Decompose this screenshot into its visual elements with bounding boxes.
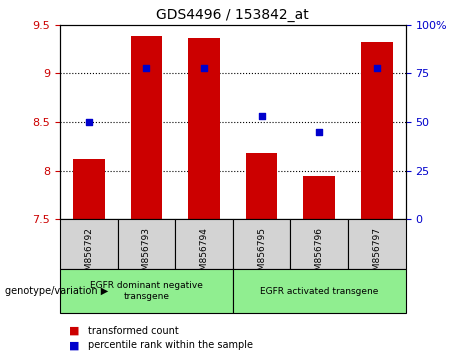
Bar — [348, 219, 406, 269]
Text: GSM856797: GSM856797 — [372, 227, 381, 282]
Text: GSM856795: GSM856795 — [257, 227, 266, 282]
Bar — [246, 153, 278, 219]
Bar — [290, 219, 348, 269]
Bar — [175, 219, 233, 269]
Text: ■: ■ — [69, 326, 80, 336]
Bar — [73, 159, 105, 219]
Bar — [303, 176, 335, 219]
Bar — [60, 219, 118, 269]
Text: EGFR dominant negative
transgene: EGFR dominant negative transgene — [90, 281, 203, 301]
Point — [200, 65, 207, 70]
Bar — [60, 269, 233, 313]
Point — [373, 65, 381, 70]
Point — [258, 113, 266, 119]
Bar — [361, 42, 393, 219]
Bar — [130, 36, 162, 219]
Point — [315, 129, 323, 135]
Bar — [233, 269, 406, 313]
Point — [85, 119, 92, 125]
Text: EGFR activated transgene: EGFR activated transgene — [260, 287, 378, 296]
Text: transformed count: transformed count — [88, 326, 178, 336]
Text: genotype/variation ▶: genotype/variation ▶ — [5, 286, 108, 296]
Bar — [118, 219, 175, 269]
Point — [142, 65, 150, 70]
Text: GSM856796: GSM856796 — [315, 227, 324, 282]
Title: GDS4496 / 153842_at: GDS4496 / 153842_at — [156, 8, 309, 22]
Text: GSM856793: GSM856793 — [142, 227, 151, 282]
Text: ■: ■ — [69, 340, 80, 350]
Bar — [233, 219, 290, 269]
Text: percentile rank within the sample: percentile rank within the sample — [88, 340, 253, 350]
Bar — [188, 39, 220, 219]
Text: GSM856792: GSM856792 — [84, 227, 93, 282]
Text: GSM856794: GSM856794 — [200, 227, 208, 282]
